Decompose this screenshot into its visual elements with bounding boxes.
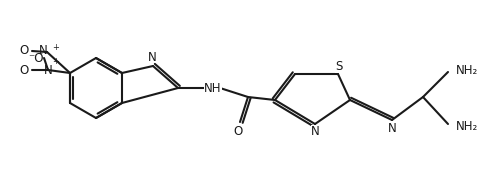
- Text: S: S: [335, 60, 343, 73]
- Text: N: N: [44, 63, 53, 77]
- Text: O: O: [20, 45, 29, 57]
- Text: N: N: [148, 51, 156, 64]
- Text: NH: NH: [204, 82, 222, 95]
- Text: N: N: [310, 125, 319, 138]
- Text: +: +: [52, 57, 59, 66]
- Text: ⁻O: ⁻O: [28, 52, 44, 65]
- Text: N: N: [39, 45, 48, 57]
- Text: NH₂: NH₂: [456, 119, 478, 132]
- Text: ⁻: ⁻: [37, 51, 42, 61]
- Text: O: O: [20, 63, 29, 77]
- Text: O: O: [234, 125, 243, 138]
- Text: NH₂: NH₂: [456, 63, 478, 77]
- Text: +: +: [52, 43, 59, 52]
- Text: N: N: [388, 122, 396, 135]
